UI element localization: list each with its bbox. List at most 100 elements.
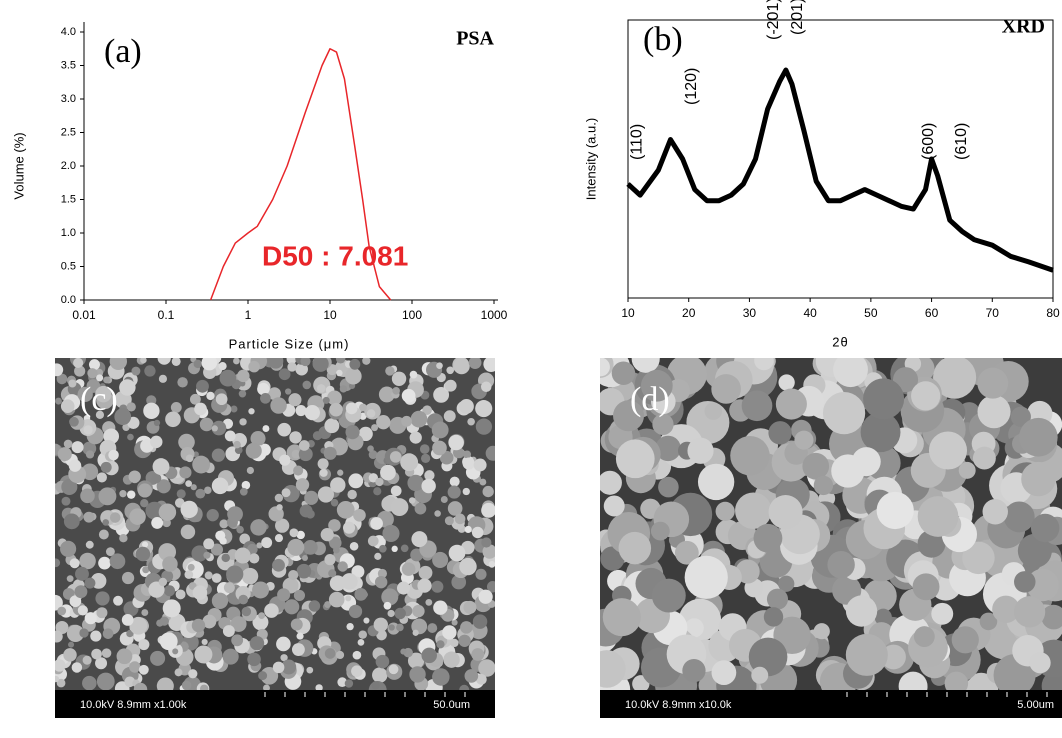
particle — [285, 388, 292, 395]
particle — [291, 643, 305, 656]
particle — [296, 632, 304, 640]
particle — [290, 618, 303, 631]
particle — [280, 654, 288, 662]
particle — [375, 477, 384, 487]
particle — [408, 497, 416, 504]
particle — [258, 612, 266, 620]
scale-bar-strip — [600, 690, 1062, 718]
particle — [248, 408, 255, 415]
particle — [126, 629, 134, 638]
particle — [345, 595, 352, 602]
particle — [813, 475, 834, 496]
particle — [348, 473, 364, 489]
particle — [320, 528, 334, 542]
particle — [90, 630, 102, 642]
particle — [486, 581, 495, 593]
particle — [928, 431, 968, 470]
particle — [833, 358, 868, 388]
particle — [61, 478, 78, 496]
sem-scale: 5.00um — [1017, 699, 1054, 711]
particle — [753, 523, 783, 553]
particle — [362, 358, 371, 365]
particle — [464, 669, 479, 683]
particle — [376, 629, 387, 641]
particle — [146, 395, 157, 406]
particle — [410, 410, 428, 428]
particle — [388, 624, 395, 631]
particle — [87, 368, 98, 379]
particle — [126, 402, 136, 412]
particle — [463, 600, 477, 614]
particle — [977, 395, 1011, 429]
particle — [422, 405, 432, 415]
particle — [631, 358, 660, 373]
particle — [482, 544, 495, 559]
particle — [140, 499, 149, 508]
particle — [704, 402, 722, 420]
panel-label: (d) — [630, 381, 670, 418]
particle — [323, 446, 337, 460]
particle — [391, 545, 398, 553]
particle — [233, 440, 241, 449]
particle — [459, 684, 470, 690]
particle — [479, 478, 487, 486]
annotation: D50 : 7.081 — [262, 240, 408, 271]
x-tick-label: 1000 — [481, 308, 508, 322]
particle — [101, 648, 112, 658]
particle — [400, 453, 419, 472]
peak-label: (201) — [789, 0, 806, 35]
particle — [184, 570, 194, 579]
particle — [451, 619, 458, 626]
particle — [467, 417, 475, 426]
particle — [600, 546, 625, 571]
particle — [238, 390, 247, 398]
particle — [444, 379, 457, 392]
particle — [330, 498, 339, 507]
particle — [341, 573, 358, 590]
particle — [185, 454, 194, 463]
particle — [258, 671, 268, 681]
particle — [337, 677, 348, 687]
particle — [449, 476, 460, 487]
particle — [682, 659, 706, 683]
particle — [256, 542, 263, 549]
particle — [162, 599, 181, 618]
particle — [368, 450, 378, 459]
particle — [158, 543, 177, 561]
particle — [735, 492, 772, 530]
particle — [478, 589, 493, 604]
peak-label: (600) — [920, 123, 937, 160]
particle — [302, 380, 312, 390]
y-tick-label: 3.0 — [61, 93, 76, 105]
x-axis-label: Particle Size (μm) — [229, 336, 350, 351]
particle — [324, 418, 340, 434]
particle — [55, 397, 62, 405]
particle — [363, 617, 370, 624]
particle — [263, 684, 270, 690]
particle — [295, 405, 307, 417]
particle — [274, 493, 284, 503]
particle — [180, 500, 198, 519]
particle — [353, 508, 366, 522]
particle — [66, 575, 74, 583]
particle — [913, 626, 935, 647]
particle — [346, 622, 354, 631]
particle — [439, 450, 454, 465]
particle — [333, 546, 340, 554]
particle — [162, 556, 178, 572]
particle — [407, 652, 425, 669]
particle — [192, 585, 208, 600]
particle — [328, 591, 345, 608]
y-axis-label: Intensity (a.u.) — [583, 118, 598, 200]
particle — [252, 614, 269, 631]
particle — [221, 553, 230, 563]
particle — [372, 667, 388, 683]
particle — [113, 595, 123, 606]
particle — [174, 668, 183, 677]
x-tick-label: 40 — [803, 306, 817, 320]
particle — [145, 501, 164, 520]
particle — [448, 434, 464, 451]
y-tick-label: 1.5 — [61, 193, 76, 205]
particle — [95, 657, 108, 670]
x-tick-label: 20 — [682, 306, 696, 320]
